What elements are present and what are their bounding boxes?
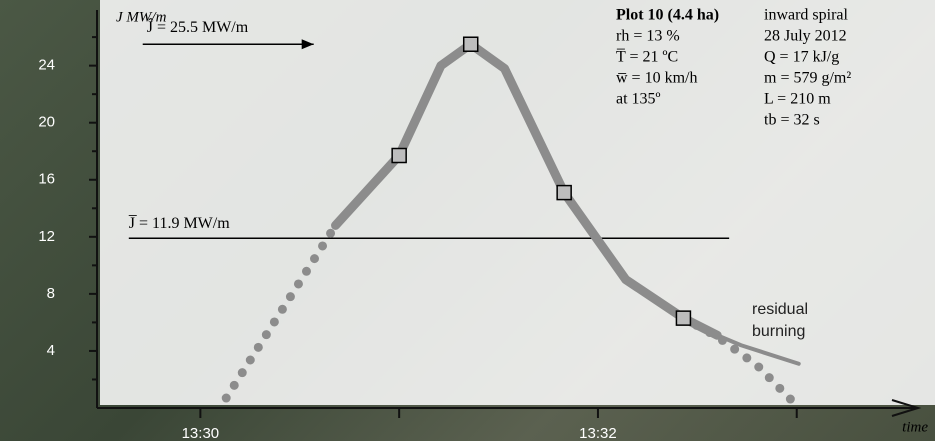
- info-left: rh = 13 %: [616, 28, 680, 45]
- marker: [556, 184, 572, 201]
- y-tick-label: 4: [47, 342, 55, 359]
- series-line: [331, 39, 722, 340]
- x-axis-arrow: [891, 399, 922, 417]
- plot-panel: [100, 0, 935, 405]
- residual-label: burning: [752, 323, 805, 340]
- info-right: L = 210 m: [764, 91, 831, 108]
- info-left: w̅ = 10 km/h: [616, 70, 697, 87]
- info-left: at 135º: [616, 91, 661, 108]
- marker: [675, 310, 692, 326]
- series-line: [678, 313, 796, 404]
- residual-label: residual: [752, 301, 808, 318]
- info-left: Plot 10 (4.4 ha): [616, 7, 719, 24]
- marker: [391, 147, 407, 164]
- y-tick-label: 16: [38, 171, 55, 188]
- x-axis-label: time: [902, 419, 928, 435]
- mean-label: J̅ = 11.9 MW/m: [128, 214, 230, 231]
- peak-label: Ĵ = 25.5 MW/m: [147, 17, 249, 36]
- x-tick-label: 13:32: [579, 425, 617, 441]
- info-right: m = 579 g/m²: [764, 70, 851, 87]
- y-axis-label: J MW/m: [116, 9, 167, 25]
- peak-arrowhead: [301, 39, 314, 50]
- info-right: inward spiral: [764, 7, 849, 24]
- info-right: Q = 17 kJ/g: [764, 49, 839, 66]
- info-right: tb = 32 s: [764, 112, 820, 129]
- y-tick-label: 24: [38, 57, 55, 74]
- x-tick-label: 13:30: [182, 425, 220, 441]
- info-right: 28 July 2012: [764, 28, 847, 45]
- series-line: [221, 220, 341, 403]
- y-tick-label: 12: [38, 228, 55, 245]
- marker: [462, 36, 479, 52]
- y-tick-label: 8: [47, 285, 55, 302]
- info-left: T̅ = 21 ºC: [616, 48, 678, 66]
- y-tick-label: 20: [38, 114, 55, 131]
